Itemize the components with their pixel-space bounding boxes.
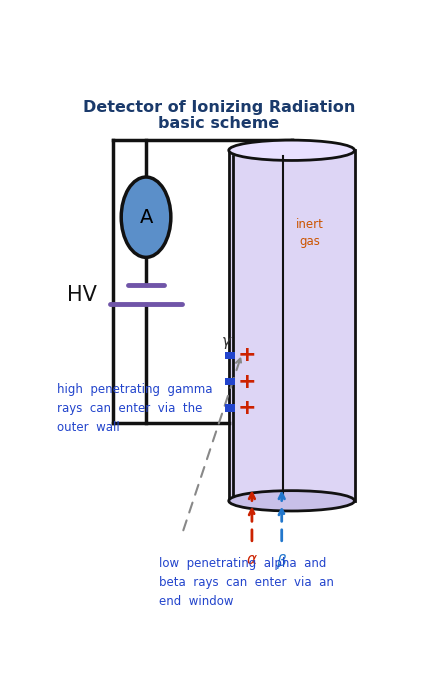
Text: A: A [139, 208, 153, 227]
Ellipse shape [228, 140, 354, 161]
Ellipse shape [228, 491, 354, 511]
Bar [228, 150, 354, 501]
Text: inert
gas: inert gas [295, 218, 323, 248]
Bar [224, 352, 235, 359]
Text: +: + [237, 372, 256, 392]
Text: low  penetrating  alpha  and
beta  rays  can  enter  via  an
end  window: low penetrating alpha and beta rays can … [159, 557, 334, 608]
Text: basic scheme: basic scheme [158, 116, 279, 131]
Circle shape [121, 177, 170, 257]
Bar [224, 404, 235, 411]
Text: +: + [237, 398, 256, 418]
Text: $\alpha$: $\alpha$ [245, 552, 257, 566]
Text: Detector of Ionizing Radiation: Detector of Ionizing Radiation [83, 100, 354, 115]
Text: HV: HV [66, 285, 96, 305]
Text: high  penetrating  gamma
rays  can  enter  via  the
outer  wall: high penetrating gamma rays can enter vi… [57, 383, 212, 434]
Text: $\mathit{\gamma}$: $\mathit{\gamma}$ [221, 335, 233, 351]
Text: $\beta$: $\beta$ [276, 552, 287, 571]
Bar [224, 378, 235, 386]
Text: +: + [237, 345, 256, 366]
